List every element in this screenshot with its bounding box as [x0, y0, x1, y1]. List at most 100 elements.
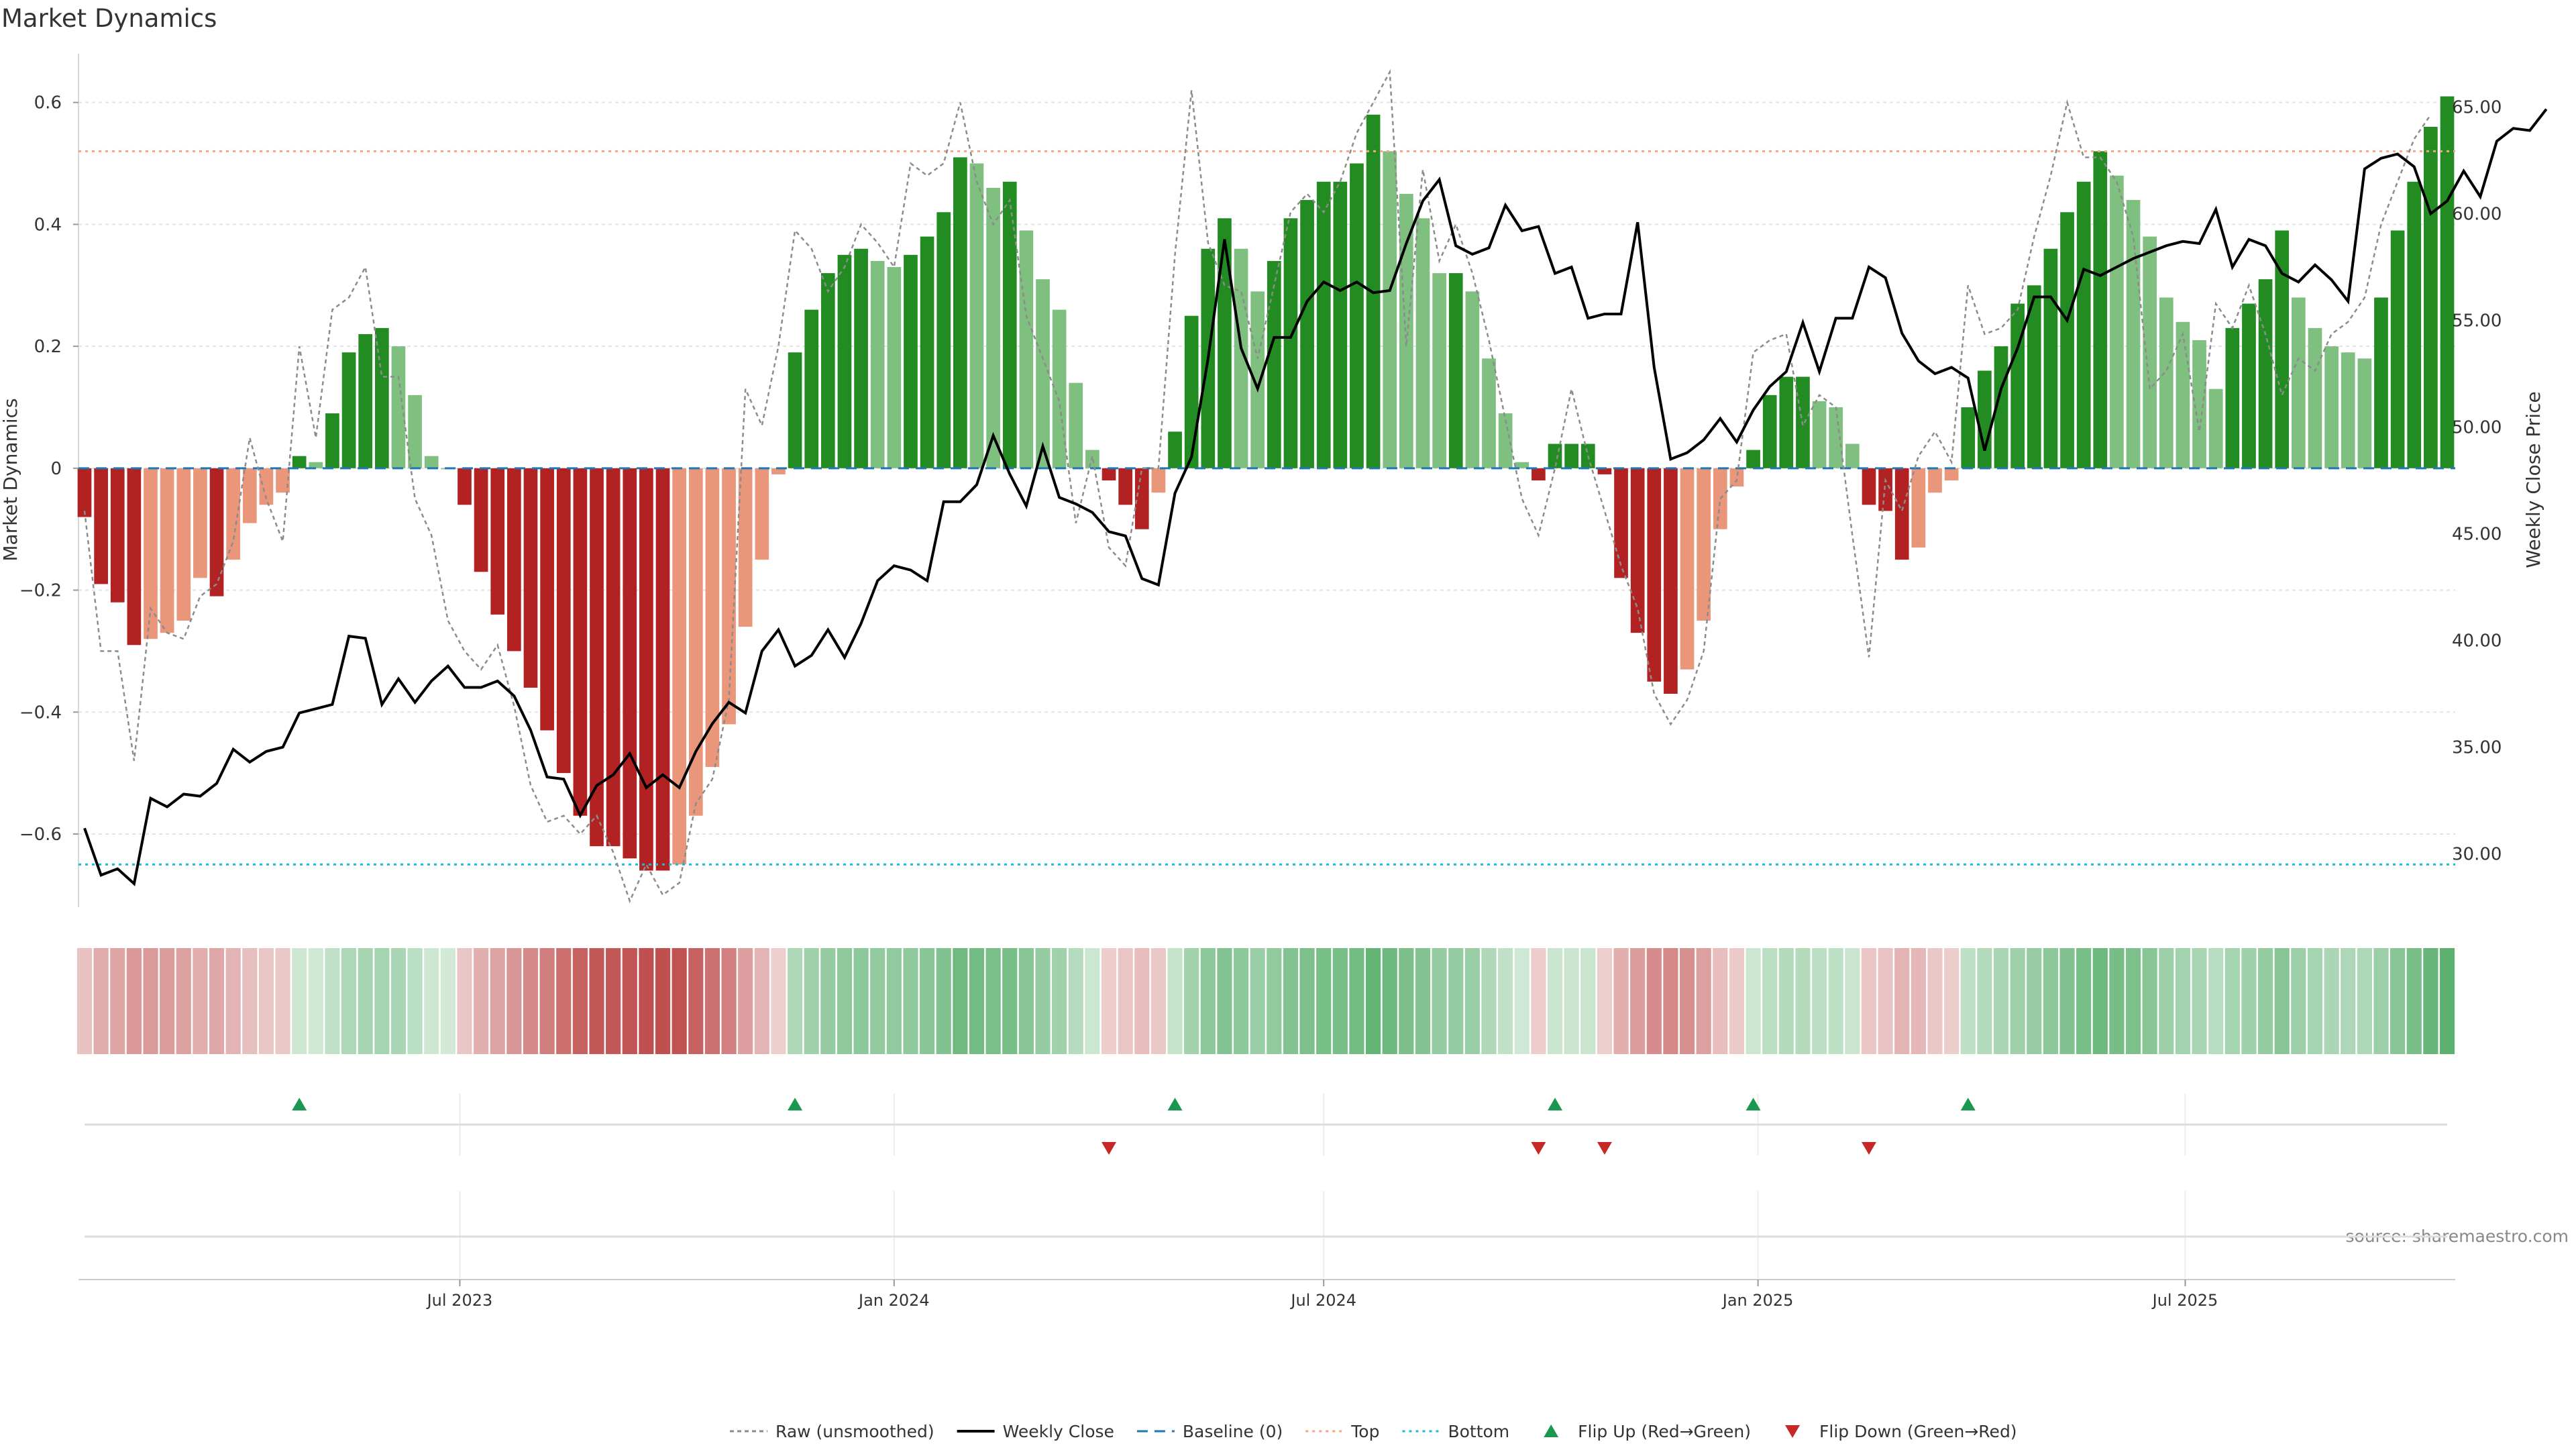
- bar: [540, 468, 554, 731]
- bar: [804, 309, 819, 468]
- heat-cell: [820, 948, 836, 1054]
- y2-tick-label: 50.00: [2452, 418, 2502, 438]
- bar: [1218, 218, 1232, 468]
- bar: [986, 187, 1000, 468]
- heat-cell: [193, 948, 208, 1054]
- legend-label: Raw (unsmoothed): [775, 1422, 934, 1441]
- bar: [1283, 218, 1298, 468]
- heat-cell: [490, 948, 505, 1054]
- heat-cell: [1630, 948, 1646, 1054]
- legend-item-baseline: Baseline (0): [1136, 1422, 1283, 1441]
- bar: [1415, 218, 1430, 468]
- bar: [1762, 395, 1777, 468]
- heat-cell: [325, 948, 340, 1054]
- bar: [292, 456, 307, 468]
- bar: [160, 468, 174, 633]
- heat-cell: [2390, 948, 2406, 1054]
- heat-cell: [2257, 948, 2273, 1054]
- heat-cell: [1200, 948, 1216, 1054]
- bar: [1630, 468, 1645, 633]
- heat-cell: [126, 948, 142, 1054]
- bar: [2374, 297, 2388, 468]
- bar: [1168, 431, 1182, 468]
- heat-cell: [1613, 948, 1629, 1054]
- flip-down-marker: [1597, 1142, 1612, 1155]
- bar: [474, 468, 488, 572]
- heat-cell: [2423, 948, 2438, 1054]
- bar: [1300, 200, 1314, 468]
- bar: [1151, 468, 1166, 493]
- heat-cell: [985, 948, 1001, 1054]
- bar: [837, 254, 852, 468]
- legend-item-up: Flip Up (Red→Green): [1544, 1422, 1751, 1441]
- bar: [1432, 273, 1446, 468]
- bar: [1697, 468, 1711, 621]
- heat-cell: [506, 948, 522, 1054]
- heat-cell: [258, 948, 274, 1054]
- bar: [2324, 346, 2339, 468]
- heat-cell: [1845, 948, 1860, 1054]
- bar: [1250, 291, 1265, 468]
- heat-cell: [1101, 948, 1117, 1054]
- bar: [1928, 468, 1942, 493]
- bar: [1052, 309, 1067, 468]
- heat-cell: [1002, 948, 1018, 1054]
- heat-cell: [1663, 948, 1678, 1054]
- heat-cell: [2027, 948, 2042, 1054]
- bar: [341, 352, 356, 468]
- bar: [1978, 370, 1992, 468]
- bar: [2060, 212, 2074, 468]
- bar: [1564, 444, 1578, 468]
- legend-item-down: Flip Down (Green→Red): [1785, 1422, 2017, 1441]
- bar: [2027, 285, 2041, 468]
- bar: [1134, 468, 1149, 529]
- flip-up-marker: [1167, 1098, 1183, 1110]
- flip-down-marker: [1102, 1142, 1117, 1155]
- y-axis-label: Market Dynamics: [0, 398, 21, 561]
- heat-cell: [1993, 948, 2009, 1054]
- heat-cell: [2341, 948, 2356, 1054]
- heat-cell: [886, 948, 902, 1054]
- bar: [722, 468, 736, 725]
- heat-cell: [424, 948, 439, 1054]
- heat-cell: [1696, 948, 1711, 1054]
- heat-cell: [1134, 948, 1150, 1054]
- bar: [2043, 248, 2058, 468]
- x-tick-label: Jul 2023: [426, 1291, 493, 1310]
- heat-cell: [358, 948, 373, 1054]
- bar: [391, 346, 406, 468]
- heat-cell: [275, 948, 290, 1054]
- bar: [705, 468, 720, 768]
- heat-cell: [1052, 948, 1067, 1054]
- bar: [2424, 127, 2438, 468]
- heat-cell: [1746, 948, 1761, 1054]
- heat-cell: [1514, 948, 1529, 1054]
- heat-cell: [1448, 948, 1464, 1054]
- y-tick-label: 0.2: [34, 337, 62, 357]
- heat-cell: [209, 948, 225, 1054]
- bar: [738, 468, 753, 627]
- heat-cell: [1399, 948, 1414, 1054]
- bar: [2357, 358, 2372, 468]
- heat-cell: [738, 948, 753, 1054]
- bar: [1713, 468, 1727, 529]
- heat-cell: [110, 948, 125, 1054]
- heat-cell: [1217, 948, 1232, 1054]
- heat-cell: [225, 948, 241, 1054]
- bar: [2407, 181, 2422, 468]
- heat-cell: [1911, 948, 1926, 1054]
- bar: [2159, 297, 2174, 468]
- heat-cell: [1580, 948, 1596, 1054]
- bar: [2341, 352, 2355, 468]
- heat-cell: [771, 948, 786, 1054]
- heat-cell: [1085, 948, 1100, 1054]
- heat-cell: [1068, 948, 1083, 1054]
- flip-up-marker: [1548, 1098, 1563, 1110]
- heat-cell: [1464, 948, 1480, 1054]
- heat-cell: [1035, 948, 1051, 1054]
- y2-tick-label: 65.00: [2452, 98, 2502, 118]
- y-tick-label: 0.6: [34, 93, 62, 113]
- y-ticks: −0.6 −0.4 −0.2 0 0.2 0.4 0.6: [19, 93, 78, 845]
- heat-cell: [390, 948, 407, 1054]
